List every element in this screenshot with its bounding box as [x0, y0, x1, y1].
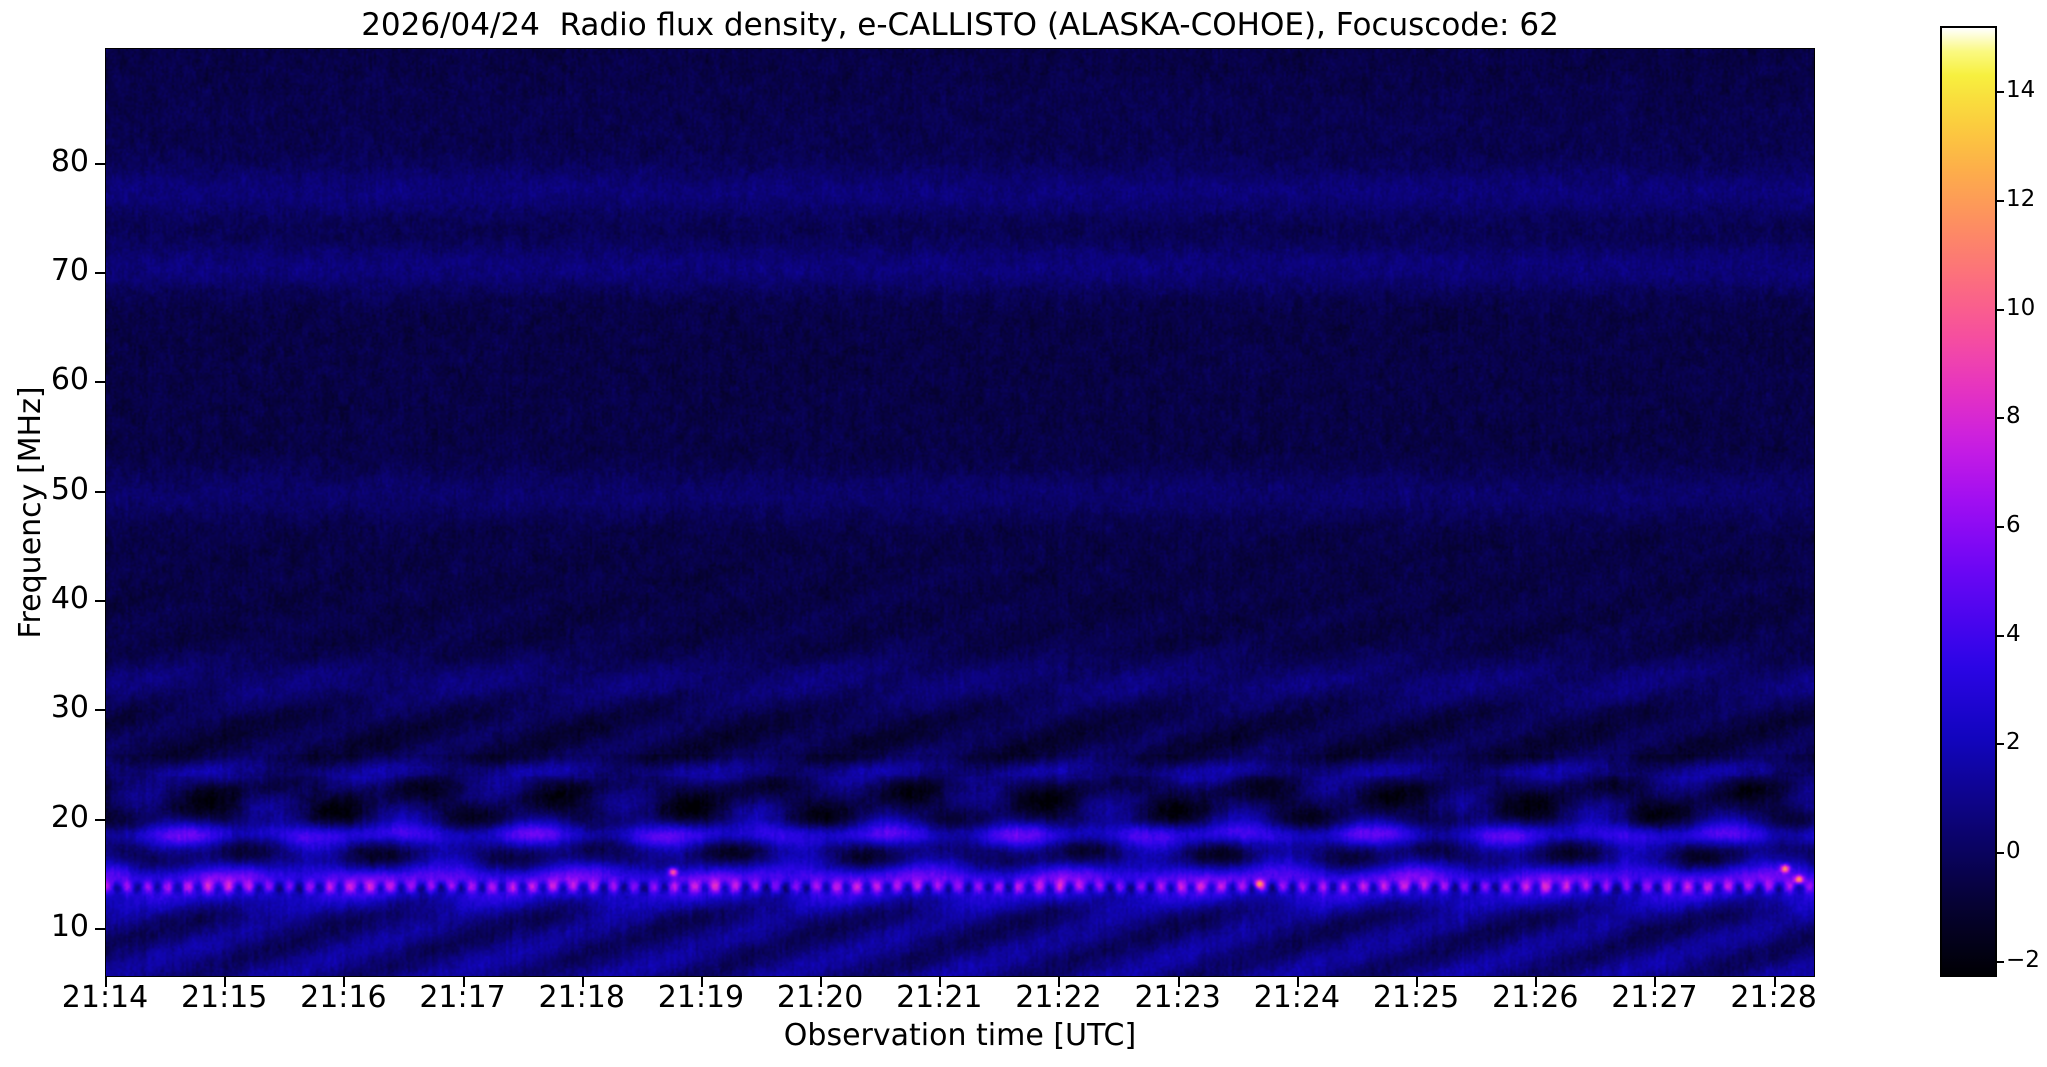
colorbar-tick-label: 14 [2006, 77, 2036, 104]
y-tick-mark [95, 818, 105, 821]
x-tick-mark [820, 977, 823, 987]
y-axis-label: Frequency [MHz] [13, 386, 48, 639]
colorbar-tick-mark [1995, 743, 2004, 746]
x-tick-mark [462, 977, 465, 987]
colorbar-tick-mark [1995, 199, 2004, 202]
y-tick-label: 20 [50, 799, 89, 835]
colorbar-tick-mark [1995, 960, 2004, 963]
page-title: 2026/04/24 Radio flux density, e-CALLIST… [361, 7, 1559, 43]
colorbar-tick-label: 0 [2006, 838, 2021, 864]
colorbar-tick-label: −2 [2006, 946, 2040, 973]
y-tick-label: 50 [50, 471, 89, 507]
colorbar-gradient [1942, 28, 1995, 975]
x-tick-mark [1535, 977, 1538, 987]
colorbar-tick-mark [1995, 417, 2004, 420]
x-tick-mark [1773, 977, 1776, 987]
colorbar-tick-mark [1995, 525, 2004, 528]
y-tick-label: 70 [50, 253, 89, 289]
spectrogram-plot-area [105, 48, 1815, 977]
colorbar-tick-mark [1995, 852, 2004, 854]
colorbar-tick-label: 8 [2006, 403, 2021, 430]
x-tick-mark [1416, 977, 1419, 987]
y-tick-mark [95, 162, 105, 165]
y-tick-label: 30 [50, 690, 89, 726]
x-tick-mark [1177, 977, 1180, 987]
x-tick-mark [939, 977, 942, 987]
colorbar-tick-label: 2 [2006, 729, 2021, 756]
colorbar-tick-mark [1995, 634, 2004, 637]
y-tick-mark [95, 272, 105, 275]
x-tick-mark [1296, 977, 1299, 987]
x-tick-mark [1654, 977, 1657, 987]
x-tick-mark [105, 977, 107, 987]
x-tick-mark [343, 977, 346, 987]
colorbar-tick-mark [1995, 308, 2004, 311]
y-tick-mark [95, 927, 105, 930]
y-tick-label: 40 [50, 580, 89, 616]
x-tick-mark [581, 977, 584, 987]
spectrogram-image [106, 49, 1814, 976]
y-tick-mark [95, 490, 105, 493]
colorbar-tick-mark [1995, 91, 2004, 94]
y-tick-label: 60 [50, 362, 89, 398]
x-tick-mark [224, 977, 227, 987]
y-tick-mark [95, 381, 105, 384]
colorbar-tick-label: 10 [2006, 294, 2036, 321]
y-tick-label: 80 [50, 143, 89, 179]
y-tick-mark [95, 599, 105, 602]
colorbar [1940, 26, 1997, 977]
x-tick-mark [1058, 977, 1061, 987]
x-tick-mark [700, 977, 703, 987]
x-axis-label: Observation time [UTC] [783, 1018, 1137, 1053]
colorbar-tick-label: 12 [2006, 185, 2036, 212]
y-tick-mark [95, 709, 105, 712]
colorbar-tick-label: 6 [2006, 511, 2021, 538]
y-tick-label: 10 [50, 908, 89, 944]
colorbar-tick-label: 4 [2006, 620, 2021, 647]
